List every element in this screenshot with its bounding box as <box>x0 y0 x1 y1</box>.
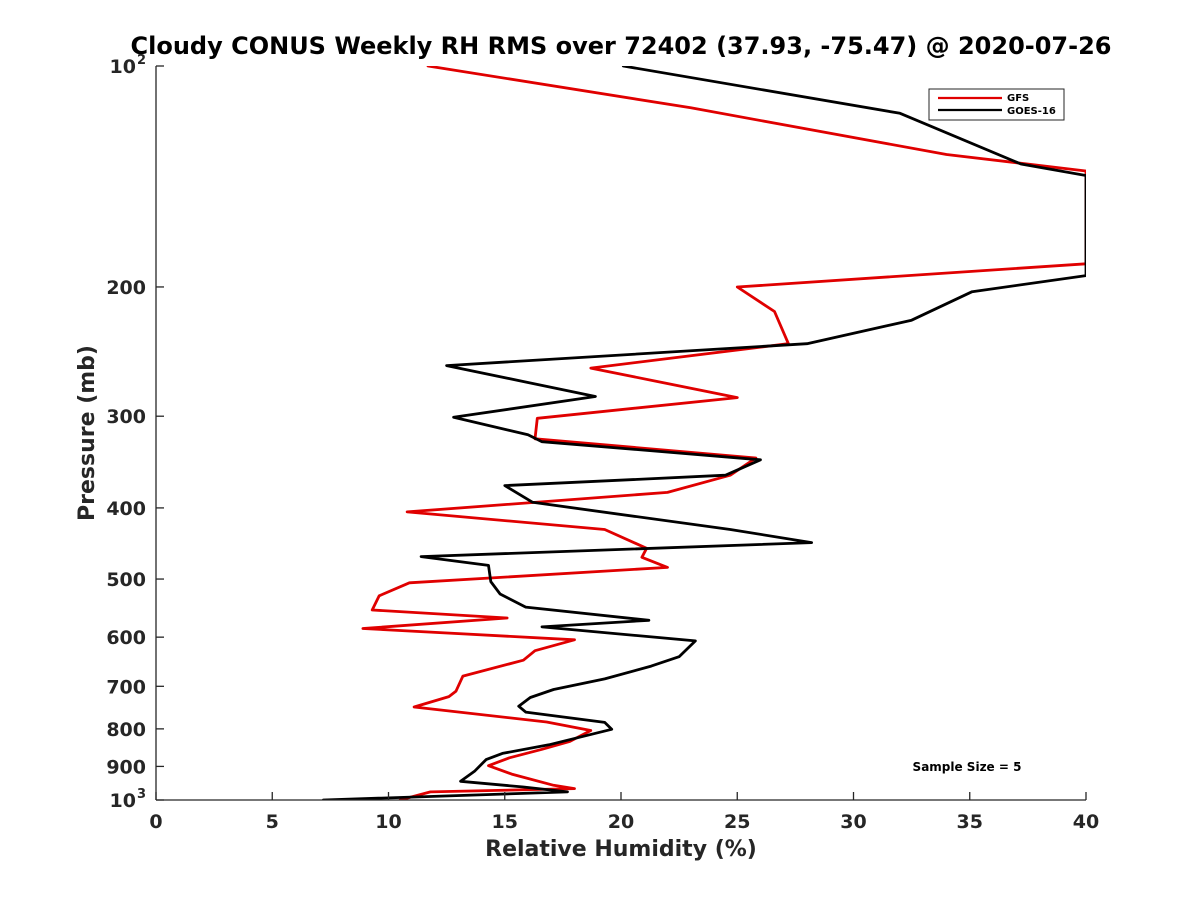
legend-label-gfs: GFS <box>1007 93 1029 104</box>
x-tick-label: 35 <box>957 811 983 833</box>
legend-box <box>928 88 1065 121</box>
x-tick-label: 5 <box>266 811 279 833</box>
y-tick-label: 700 <box>106 676 146 698</box>
y-axis-label: Pressure (mb) <box>75 345 100 521</box>
plot-area <box>156 66 1086 800</box>
x-tick-label: 20 <box>608 811 634 833</box>
x-tick-label: 30 <box>840 811 866 833</box>
x-tick-label: 0 <box>149 811 162 833</box>
y-tick-label: 600 <box>106 627 146 649</box>
y-tick-label: 800 <box>106 719 146 741</box>
legend-label-goes-16: GOES-16 <box>1007 106 1056 117</box>
x-tick-label: 40 <box>1073 811 1099 833</box>
x-axis-label: Relative Humidity (%) <box>485 837 757 862</box>
y-tick-label: 500 <box>106 569 146 591</box>
y-tick-label: 10 <box>110 56 136 78</box>
y-tick-label: 200 <box>106 277 146 299</box>
series-line-goes-16 <box>321 66 1086 800</box>
sample-size-annotation: Sample Size = 5 <box>913 760 1022 774</box>
chart-title: Cloudy CONUS Weekly RH RMS over 72402 (3… <box>131 32 1112 60</box>
y-tick-label: 300 <box>106 406 146 428</box>
y-tick-label: 10 <box>110 790 136 812</box>
series-layer <box>321 66 1086 800</box>
y-tick-exponent: 3 <box>137 787 146 802</box>
y-tick-label: 900 <box>106 756 146 778</box>
y-tick-exponent: 2 <box>137 53 146 68</box>
x-ticks: 0 5 10 15 20 25 30 35 40 <box>149 792 1099 833</box>
y-tick-label: 400 <box>106 498 146 520</box>
x-tick-label: 15 <box>492 811 518 833</box>
x-tick-label: 25 <box>724 811 750 833</box>
legend: GFS GOES-16 <box>928 88 1065 121</box>
x-tick-label: 10 <box>375 811 401 833</box>
